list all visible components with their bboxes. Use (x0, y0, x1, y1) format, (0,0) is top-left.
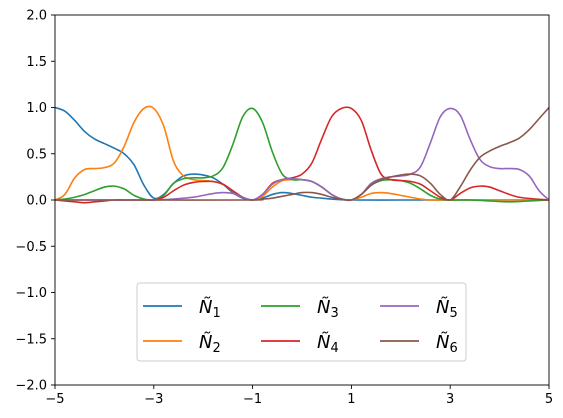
legend-symbol: Ñ (436, 296, 449, 318)
y-tick-label: 1.0 (26, 101, 47, 116)
legend-label-n3: Ñ3 (317, 296, 339, 321)
legend-subscript: 1 (212, 306, 220, 321)
legend-label-n2: Ñ2 (199, 331, 221, 356)
x-tick-label: 1 (347, 392, 355, 407)
y-tick-label: −2.0 (15, 379, 47, 394)
x-tick-label: −5 (45, 392, 64, 407)
y-tick-label: 2.0 (26, 9, 47, 24)
y-axis: −2.0 −1.5 −1.0 −0.5 0.0 0.5 1.0 1.5 2.0 (15, 9, 55, 394)
legend-subscript: 6 (449, 341, 457, 356)
legend-subscript: 3 (330, 306, 338, 321)
legend-symbol: Ñ (436, 331, 449, 353)
legend-label-n4: Ñ4 (317, 331, 339, 356)
y-tick-label: 0.5 (26, 147, 47, 162)
x-tick-label: 5 (545, 392, 553, 407)
legend-symbol: Ñ (199, 296, 212, 318)
y-tick-label: 1.5 (26, 55, 47, 70)
legend-box (136, 282, 467, 362)
series-line-n6 (55, 106, 549, 202)
legend-symbol: Ñ (317, 331, 330, 353)
y-tick-label: −0.5 (15, 240, 47, 255)
x-axis: −5 −3 −1 1 3 5 (45, 385, 553, 407)
legend-symbol: Ñ (199, 331, 212, 353)
y-tick-label: −1.5 (15, 332, 47, 347)
series-line-n2 (55, 105, 549, 201)
series-lines (55, 105, 549, 204)
series-line-n1 (55, 106, 549, 201)
y-tick-label: −1.0 (15, 286, 47, 301)
legend-label-n6: Ñ6 (436, 331, 458, 356)
y-tick-label: 0.0 (26, 194, 47, 209)
x-tick-label: −1 (243, 392, 262, 407)
legend-subscript: 2 (212, 341, 220, 356)
x-tick-label: 3 (446, 392, 454, 407)
x-tick-label: −3 (144, 392, 163, 407)
legend-subscript: 5 (449, 306, 457, 321)
legend-label-n1: Ñ1 (199, 296, 221, 321)
series-line-n3 (55, 107, 549, 203)
legend-label-n5: Ñ5 (436, 296, 458, 321)
legend-subscript: 4 (330, 341, 338, 356)
legend-symbol: Ñ (317, 296, 330, 318)
